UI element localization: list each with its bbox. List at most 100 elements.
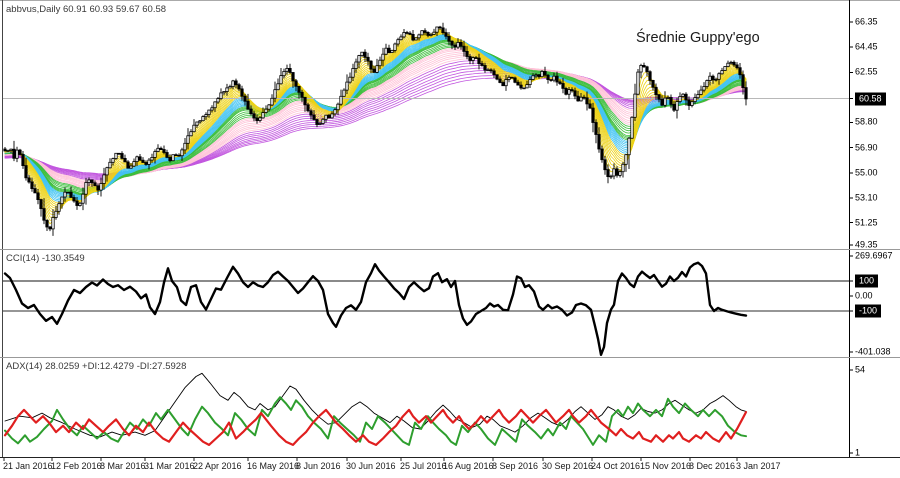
candle-body <box>459 42 463 47</box>
candle-body <box>549 79 553 81</box>
candle-body <box>702 86 706 91</box>
candle-body <box>315 119 319 125</box>
candle-body <box>636 71 640 95</box>
candle-body <box>135 156 139 163</box>
candle-body <box>108 161 112 169</box>
candle-body <box>318 123 322 125</box>
candle-body <box>705 80 709 87</box>
candle-body <box>534 74 538 77</box>
candle-body <box>615 168 619 176</box>
candle-body <box>129 165 133 169</box>
candle-body <box>621 163 625 173</box>
candle-body <box>261 112 265 119</box>
candle-body <box>366 56 370 62</box>
candle-body <box>141 159 145 163</box>
candle-body <box>234 80 238 86</box>
candle-body <box>294 80 298 87</box>
candle-body <box>144 162 148 165</box>
candle-body <box>408 32 412 35</box>
candle-body <box>186 135 190 144</box>
candle-body <box>546 74 550 81</box>
candle-body <box>633 93 637 118</box>
candle-body <box>114 152 118 159</box>
candle-body <box>444 32 448 37</box>
candle-body <box>309 110 313 116</box>
candle-body <box>690 101 694 106</box>
gmma-ribbon-green-line <box>4 42 747 193</box>
candle-body <box>231 80 235 88</box>
candle-body <box>48 226 52 230</box>
candle-body <box>3 148 7 152</box>
gmma-ribbon-cyan <box>4 34 747 202</box>
gmma-ribbon-cyan-line <box>4 38 747 197</box>
candle-body <box>693 97 697 102</box>
candle-body <box>447 36 451 42</box>
candle-body <box>96 185 100 191</box>
candle-body <box>72 197 76 202</box>
cci-line <box>3 261 748 356</box>
candle-body <box>15 149 19 159</box>
candle-body <box>264 108 268 113</box>
candle-body <box>585 97 589 105</box>
chart-title: abbvus,Daily 60.91 60.93 59.67 60.58 <box>6 4 167 15</box>
candle-body <box>81 193 85 204</box>
candle-body <box>312 114 316 120</box>
candle-body <box>462 45 466 52</box>
candle-body <box>696 94 700 99</box>
candle-body <box>255 117 259 121</box>
candle-body <box>417 34 421 39</box>
candle-body <box>270 97 274 106</box>
candle-body <box>258 117 262 121</box>
candle-body <box>339 95 343 105</box>
candle-body <box>324 114 328 120</box>
candle-body <box>219 92 223 100</box>
candle-body <box>669 97 673 105</box>
candle-body <box>498 78 502 83</box>
plusminus-di-line <box>4 396 747 446</box>
candle-body <box>516 81 520 86</box>
candle-body <box>147 159 151 165</box>
adx-line <box>4 372 747 438</box>
candle-body <box>708 75 712 81</box>
candle-body <box>9 148 13 151</box>
candle-body <box>300 91 304 98</box>
candle-body <box>105 167 109 176</box>
candle-body <box>33 188 37 194</box>
candle-body <box>504 79 508 87</box>
candle-body <box>75 200 79 206</box>
candle-body <box>558 81 562 84</box>
candle-body <box>612 168 616 177</box>
candle-body <box>495 74 499 80</box>
candle-body <box>24 165 28 179</box>
candle-body <box>102 174 106 184</box>
candle-body <box>369 60 373 70</box>
candle-body <box>603 159 607 171</box>
candle-body <box>192 124 196 133</box>
candle-body <box>351 68 355 78</box>
candle-body <box>657 94 661 100</box>
candle-body <box>582 96 586 99</box>
gmma-ribbon-cyan-line <box>4 36 747 199</box>
candle-body <box>492 70 496 76</box>
gmma-ribbons <box>4 28 747 225</box>
candle-body <box>216 98 220 103</box>
candle-body <box>588 103 592 109</box>
candle-body <box>267 104 271 110</box>
gmma-ribbon-cyan-line <box>4 37 747 198</box>
candle-body <box>36 192 40 200</box>
candle-body <box>177 154 181 157</box>
candle-body <box>171 154 175 162</box>
gmma-ribbon-cyan-line <box>4 36 747 199</box>
candle-body <box>123 157 127 163</box>
candle-body <box>552 75 556 81</box>
candle-body <box>627 137 631 156</box>
candle-body <box>537 74 541 78</box>
candle-body <box>648 71 652 81</box>
candle-body <box>474 57 478 59</box>
candle-body <box>291 72 295 82</box>
candle-body <box>579 96 583 102</box>
candle-body <box>276 83 280 91</box>
candle-body <box>576 95 580 102</box>
candle-body <box>63 191 67 198</box>
